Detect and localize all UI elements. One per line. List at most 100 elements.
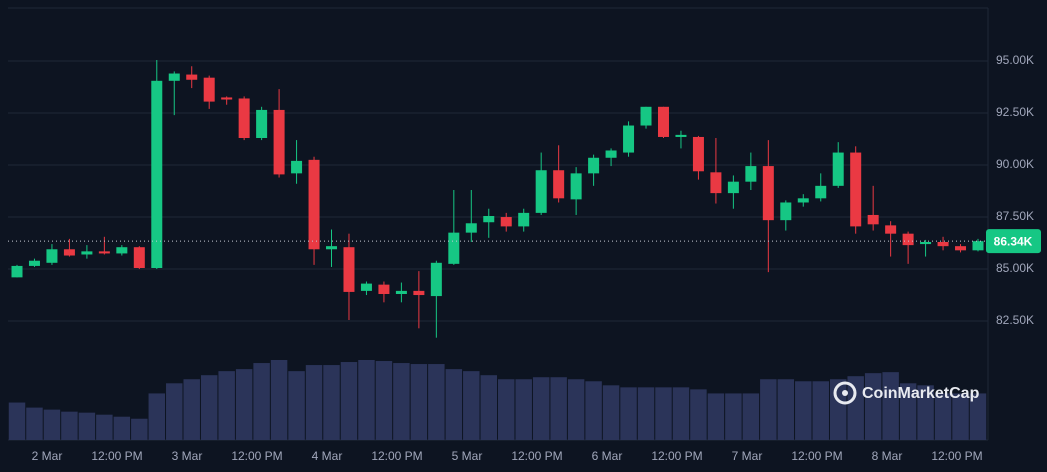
volume-bar xyxy=(463,371,480,440)
volume-bar xyxy=(498,379,515,440)
x-tick-label: 8 Mar xyxy=(872,449,903,463)
volume-bar xyxy=(707,393,725,440)
y-tick-label: 90.00K xyxy=(996,157,1034,171)
volume-bar xyxy=(899,383,917,440)
volume-bar xyxy=(725,393,742,440)
candle-body xyxy=(920,242,932,245)
candle-body xyxy=(273,109,285,175)
volume-bar xyxy=(340,362,358,440)
x-tick-label: 6 Mar xyxy=(592,449,623,463)
volume-bar xyxy=(8,402,26,440)
y-tick-label: 92.50K xyxy=(996,105,1034,119)
volume-bar xyxy=(637,387,655,440)
volume-bar xyxy=(864,373,882,440)
candle-body xyxy=(500,217,512,227)
x-tick-label: 5 Mar xyxy=(452,449,483,463)
volume-bar xyxy=(78,412,96,440)
x-tick-label: 12:00 PM xyxy=(91,449,142,463)
candle-body xyxy=(727,181,739,194)
candle-body xyxy=(430,262,442,297)
candle-body xyxy=(98,251,110,254)
candle-body xyxy=(238,98,250,138)
volume-bar xyxy=(934,393,952,440)
candle-body xyxy=(692,136,704,172)
candle-body xyxy=(553,170,565,199)
volume-bar xyxy=(183,379,200,440)
volume-bar xyxy=(812,381,829,440)
volume-bar xyxy=(777,379,795,440)
logo-dot xyxy=(842,390,848,396)
volume-bar xyxy=(393,363,410,440)
candle-body xyxy=(902,233,914,246)
x-tick-label: 2 Mar xyxy=(32,449,63,463)
y-tick-label: 85.00K xyxy=(996,261,1034,275)
candle-body xyxy=(518,212,530,227)
volume-bar xyxy=(585,381,602,440)
volume-bar xyxy=(131,418,148,440)
candle-body xyxy=(343,247,355,292)
candle-body xyxy=(832,152,844,186)
candle-body xyxy=(186,74,198,80)
candle-body xyxy=(675,134,687,137)
candle-body xyxy=(955,246,967,251)
volume-bar xyxy=(113,416,131,440)
watermark: CoinMarketCap xyxy=(862,385,980,402)
volume-bar xyxy=(760,379,777,440)
x-tick-label: 12:00 PM xyxy=(791,449,842,463)
volume-bar xyxy=(375,361,393,440)
candle-body xyxy=(326,246,338,250)
x-tick-label: 12:00 PM xyxy=(651,449,702,463)
candle-body xyxy=(413,290,425,296)
volume-bar xyxy=(480,375,497,440)
x-tick-label: 4 Mar xyxy=(312,449,343,463)
volume-bar xyxy=(445,369,463,440)
candle-body xyxy=(745,166,757,182)
volume-bar xyxy=(148,393,166,440)
volume-bar xyxy=(96,414,113,440)
candle-body xyxy=(867,214,879,225)
volume-bar xyxy=(602,385,620,440)
volume-bar xyxy=(969,393,987,440)
candle-body xyxy=(762,166,774,221)
candle-body xyxy=(203,77,215,102)
candle-body xyxy=(151,80,163,268)
volume-bar xyxy=(847,376,864,440)
volume-bar xyxy=(26,407,43,440)
candle-body xyxy=(623,125,635,153)
volume-bar xyxy=(323,365,340,440)
candle-body xyxy=(885,225,897,234)
volume-bar xyxy=(235,369,253,440)
candle-body xyxy=(28,260,40,266)
x-tick-label: 12:00 PM xyxy=(931,449,982,463)
candle-body xyxy=(588,157,600,174)
volume-bar xyxy=(288,371,305,440)
candle-body xyxy=(710,172,722,194)
x-tick-label: 12:00 PM xyxy=(371,449,422,463)
volume-bar xyxy=(166,383,183,440)
candle-body xyxy=(308,159,320,250)
y-tick-label: 87.50K xyxy=(996,209,1034,223)
candle-body xyxy=(46,249,58,263)
candle-body xyxy=(291,160,303,174)
candle-body xyxy=(850,152,862,227)
volume-bar xyxy=(305,365,323,440)
volume-bar xyxy=(567,379,585,440)
logo-ring xyxy=(833,381,857,405)
volume-bar xyxy=(61,411,78,440)
candle-body xyxy=(780,202,792,221)
candle-body xyxy=(168,73,180,81)
candle-body xyxy=(395,290,407,294)
last-price-label: 86.34K xyxy=(994,234,1033,248)
y-tick-label: 95.00K xyxy=(996,53,1034,67)
x-tick-label: 12:00 PM xyxy=(231,449,282,463)
candle-body xyxy=(221,97,233,100)
volume-bar xyxy=(882,372,899,440)
volume-bar xyxy=(690,389,707,440)
volume-bar xyxy=(428,364,445,440)
candle-body xyxy=(116,247,128,254)
volume-bar xyxy=(742,393,760,440)
candle-body xyxy=(605,150,617,158)
volume-bar xyxy=(200,375,218,440)
candle-body xyxy=(133,247,145,268)
